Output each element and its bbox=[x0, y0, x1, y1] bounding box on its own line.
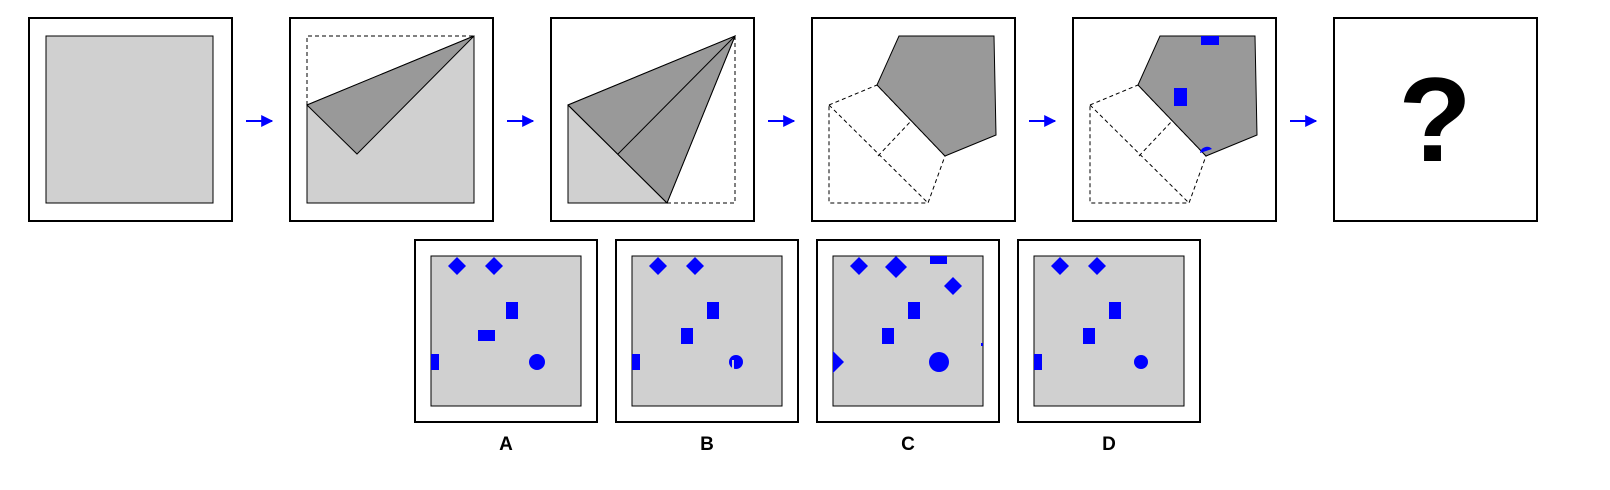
option-d-rect-2 bbox=[1083, 328, 1095, 344]
step-3-panel bbox=[550, 17, 755, 222]
step-5-hidden-outline bbox=[1089, 84, 1207, 204]
option-c[interactable]: C bbox=[816, 239, 1000, 455]
option-a-label: A bbox=[499, 434, 513, 455]
option-a-rect-2 bbox=[478, 330, 495, 341]
option-d-paper bbox=[1033, 255, 1185, 407]
option-c-rect-1 bbox=[908, 302, 920, 319]
step-4-hidden-outline bbox=[828, 84, 946, 204]
option-c-circle bbox=[929, 352, 949, 372]
step-2-original-outline bbox=[306, 35, 474, 105]
option-b-paper bbox=[631, 255, 783, 407]
option-c-triangle-edge bbox=[833, 351, 844, 373]
option-b[interactable]: B bbox=[615, 239, 799, 455]
step-5-panel bbox=[1072, 17, 1277, 222]
step-5-hole-semicircle bbox=[1200, 146, 1212, 153]
step-5-hole-rect-top bbox=[1201, 36, 1219, 45]
option-d-diamond-2 bbox=[1088, 257, 1106, 275]
option-c-rect-2 bbox=[882, 328, 894, 344]
step-5-hole-rect-middle bbox=[1174, 88, 1187, 106]
option-d-diamond-1 bbox=[1051, 257, 1069, 275]
option-c-diamond-1 bbox=[850, 257, 868, 275]
option-b-rect-1 bbox=[707, 302, 719, 319]
option-c-diamond-2 bbox=[885, 256, 907, 278]
option-b-diamond-1 bbox=[649, 257, 667, 275]
step-3-crease bbox=[617, 35, 736, 155]
option-b-rect-2 bbox=[681, 328, 693, 344]
question-mark: ? bbox=[1398, 53, 1471, 187]
step-4-hidden-crease-1 bbox=[828, 104, 929, 204]
option-c-paper bbox=[832, 255, 984, 407]
option-a-rect-1 bbox=[506, 302, 518, 319]
step-4-hidden-crease-2 bbox=[877, 120, 912, 157]
step-1-panel bbox=[28, 17, 233, 222]
option-a[interactable]: A bbox=[414, 239, 598, 455]
option-d[interactable]: D bbox=[1017, 239, 1201, 455]
option-b-rect-edge bbox=[632, 354, 640, 370]
option-b-circle-notch bbox=[732, 360, 734, 372]
option-d-label: D bbox=[1102, 434, 1116, 455]
option-c-label: C bbox=[901, 434, 915, 455]
step-4-folded-stack bbox=[876, 35, 997, 157]
option-d-rect-edge bbox=[1034, 354, 1042, 370]
option-c-diamond-3 bbox=[944, 277, 962, 295]
step-3-fold-edge bbox=[567, 104, 668, 204]
option-a-rect-edge bbox=[431, 354, 439, 370]
step-4-panel bbox=[811, 17, 1016, 222]
step-2-folded-flap bbox=[306, 35, 475, 155]
step-5-hidden-crease-2 bbox=[1138, 120, 1173, 157]
option-c-rect-top bbox=[930, 256, 947, 264]
option-d-rect-1 bbox=[1109, 302, 1121, 319]
step-6-frame bbox=[1333, 17, 1538, 222]
step-2-panel bbox=[289, 17, 494, 222]
option-a-paper bbox=[430, 255, 582, 407]
option-c-tick-right bbox=[981, 343, 983, 346]
option-a-diamond-2 bbox=[485, 257, 503, 275]
option-a-diamond-1 bbox=[448, 257, 466, 275]
step-5-folded-stack bbox=[1137, 35, 1258, 157]
step-5-hidden-crease-1 bbox=[1089, 104, 1190, 204]
option-a-circle bbox=[529, 354, 545, 370]
option-d-circle bbox=[1134, 355, 1148, 369]
step-3-original-outline bbox=[667, 36, 736, 204]
option-b-diamond-2 bbox=[686, 257, 704, 275]
step-6-panel: ? bbox=[1333, 17, 1538, 222]
step-1-paper bbox=[45, 35, 214, 204]
option-b-label: B bbox=[700, 434, 714, 455]
option-b-circle bbox=[729, 355, 743, 369]
